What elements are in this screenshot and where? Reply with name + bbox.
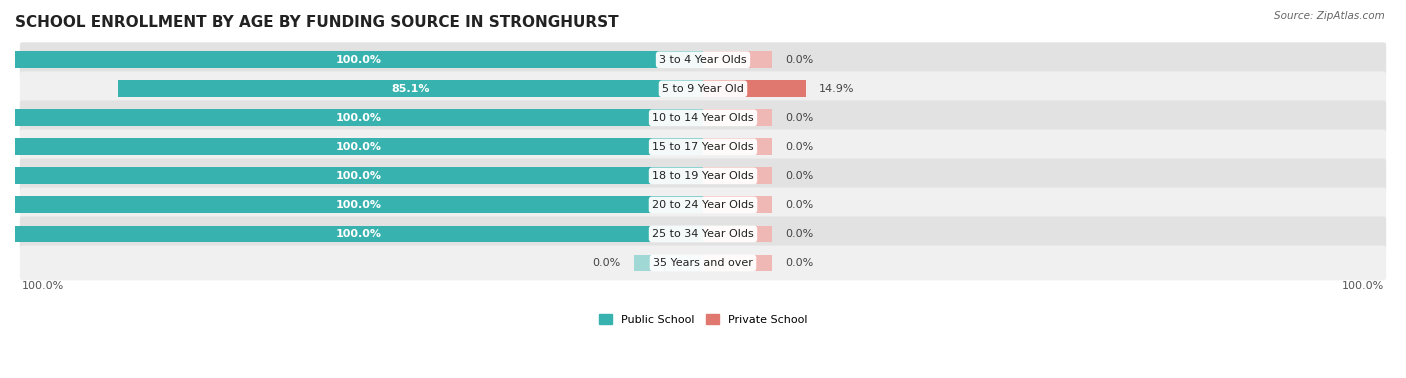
Text: 0.0%: 0.0% [786, 113, 814, 123]
Text: 100.0%: 100.0% [1341, 281, 1384, 291]
FancyBboxPatch shape [20, 246, 1386, 280]
Bar [118, 81, 703, 97]
FancyBboxPatch shape [20, 187, 1386, 222]
Bar [703, 109, 772, 126]
Bar [15, 197, 703, 213]
Text: SCHOOL ENROLLMENT BY AGE BY FUNDING SOURCE IN STRONGHURST: SCHOOL ENROLLMENT BY AGE BY FUNDING SOUR… [15, 15, 619, 30]
Text: 100.0%: 100.0% [336, 55, 382, 65]
Bar [703, 254, 772, 271]
Text: 0.0%: 0.0% [786, 55, 814, 65]
Text: 14.9%: 14.9% [820, 84, 855, 94]
Text: 100.0%: 100.0% [336, 142, 382, 152]
Text: 35 Years and over: 35 Years and over [652, 258, 754, 268]
Text: 100.0%: 100.0% [336, 200, 382, 210]
FancyBboxPatch shape [20, 129, 1386, 164]
Text: 10 to 14 Year Olds: 10 to 14 Year Olds [652, 113, 754, 123]
Text: 100.0%: 100.0% [336, 171, 382, 181]
FancyBboxPatch shape [20, 217, 1386, 251]
Bar [634, 254, 703, 271]
FancyBboxPatch shape [20, 71, 1386, 106]
Bar [703, 226, 772, 242]
Text: 20 to 24 Year Olds: 20 to 24 Year Olds [652, 200, 754, 210]
Text: 100.0%: 100.0% [336, 229, 382, 239]
Bar [15, 51, 703, 68]
Text: 0.0%: 0.0% [786, 200, 814, 210]
Text: 0.0%: 0.0% [786, 142, 814, 152]
Text: 100.0%: 100.0% [336, 113, 382, 123]
Text: 0.0%: 0.0% [786, 229, 814, 239]
Text: Source: ZipAtlas.com: Source: ZipAtlas.com [1274, 11, 1385, 21]
Text: 18 to 19 Year Olds: 18 to 19 Year Olds [652, 171, 754, 181]
Text: 5 to 9 Year Old: 5 to 9 Year Old [662, 84, 744, 94]
Bar [15, 167, 703, 184]
Bar [703, 81, 806, 97]
Bar [703, 197, 772, 213]
FancyBboxPatch shape [20, 101, 1386, 135]
Bar [15, 109, 703, 126]
Legend: Public School, Private School: Public School, Private School [595, 310, 811, 329]
Bar [703, 138, 772, 155]
FancyBboxPatch shape [20, 158, 1386, 193]
Text: 0.0%: 0.0% [786, 258, 814, 268]
Text: 0.0%: 0.0% [592, 258, 620, 268]
Text: 100.0%: 100.0% [22, 281, 65, 291]
Bar [703, 51, 772, 68]
Bar [15, 138, 703, 155]
Text: 15 to 17 Year Olds: 15 to 17 Year Olds [652, 142, 754, 152]
Text: 25 to 34 Year Olds: 25 to 34 Year Olds [652, 229, 754, 239]
Bar [703, 167, 772, 184]
Text: 3 to 4 Year Olds: 3 to 4 Year Olds [659, 55, 747, 65]
Text: 0.0%: 0.0% [786, 171, 814, 181]
Text: 85.1%: 85.1% [391, 84, 429, 94]
FancyBboxPatch shape [20, 42, 1386, 77]
Bar [15, 226, 703, 242]
